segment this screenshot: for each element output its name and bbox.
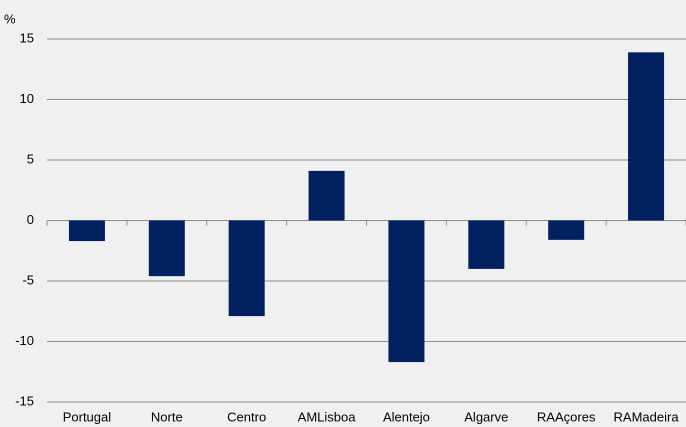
x-tick-label: Norte <box>151 409 183 424</box>
bar <box>388 220 425 363</box>
bar <box>308 170 345 221</box>
y-tick-label: -15 <box>15 393 34 408</box>
y-tick-label: 10 <box>20 91 34 106</box>
y-tick-label: 15 <box>20 30 34 45</box>
x-tick-label: Portugal <box>63 409 112 424</box>
x-tick-label: AMLisboa <box>298 409 357 424</box>
bar <box>468 220 505 269</box>
y-axis-label: % <box>4 11 16 26</box>
x-tick-label: RAMadeira <box>614 409 680 424</box>
x-tick-label: Alentejo <box>383 409 430 424</box>
bar <box>628 52 665 221</box>
bar <box>548 220 585 240</box>
y-tick-label: 5 <box>27 151 34 166</box>
x-tick-label: Algarve <box>464 409 508 424</box>
x-tick-label: RAAçores <box>537 409 596 424</box>
y-tick-label: -10 <box>15 333 34 348</box>
bar <box>68 220 105 242</box>
bar <box>148 220 185 277</box>
y-tick-label: 0 <box>27 212 34 227</box>
x-tick-label: Centro <box>227 409 266 424</box>
y-tick-label: -5 <box>22 272 34 287</box>
bar <box>228 220 265 317</box>
